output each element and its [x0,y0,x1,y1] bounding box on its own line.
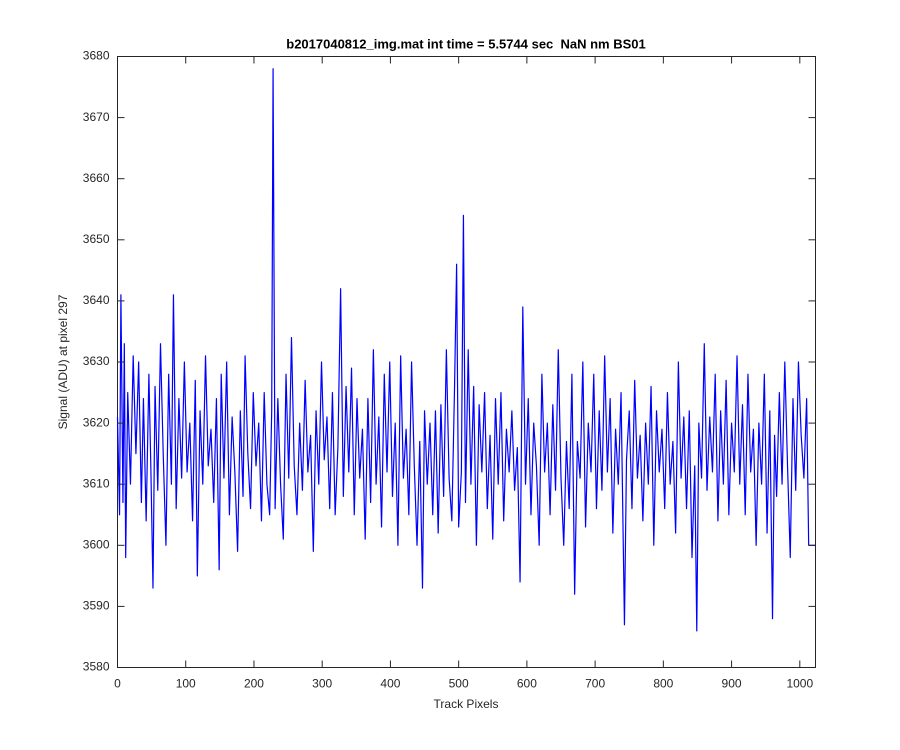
y-tick-label: 3650 [83,232,110,246]
y-tick-label: 3610 [83,476,110,490]
y-tick-label: 3580 [83,660,110,674]
data-line [116,68,816,632]
y-tick-label: 3670 [83,110,110,124]
y-axis-label: Signal (ADU) at pixel 297 [56,294,70,429]
x-tick-label: 500 [449,677,469,691]
x-tick-label: 400 [380,677,400,691]
y-tick-label: 3660 [83,171,110,185]
x-axis-label: Track Pixels [434,697,499,711]
y-tick-label: 3630 [83,354,110,368]
x-tick-label: 0 [114,677,121,691]
chart-title: b2017040812_img.mat int time = 5.5744 se… [286,36,646,51]
y-tick-label: 3640 [83,293,110,307]
y-tick-label: 3590 [83,599,110,613]
y-tick-label: 3680 [83,49,110,63]
x-tick-label: 200 [244,677,264,691]
x-tick-label: 700 [585,677,605,691]
plot-box [117,56,816,668]
x-tick-label: 100 [176,677,196,691]
y-tick-label: 3620 [83,415,110,429]
x-tick-label: 600 [517,677,537,691]
x-tick-label: 300 [312,677,332,691]
x-tick-label: 800 [653,677,673,691]
x-tick-label: 900 [722,677,742,691]
y-tick-label: 3600 [83,537,110,551]
x-tick-label: 1000 [786,677,813,691]
